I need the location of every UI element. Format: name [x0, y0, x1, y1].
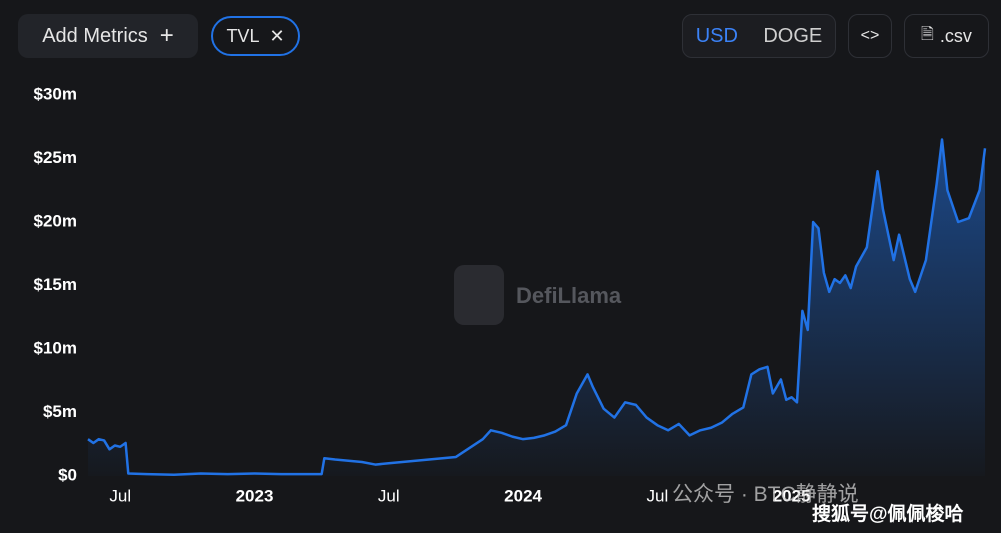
plus-icon: +	[159, 22, 174, 49]
tvl-label: TVL	[226, 25, 260, 46]
y-tick-label: $5m	[43, 402, 77, 421]
x-tick-label: 2024	[504, 486, 542, 505]
y-tick-label: $15m	[34, 275, 77, 294]
embed-button[interactable]: <>	[848, 14, 892, 58]
y-tick-label: $20m	[34, 211, 77, 230]
y-tick-label: $0	[58, 465, 77, 484]
x-tick-label: Jul	[646, 486, 668, 505]
add-metrics-button[interactable]: Add Metrics +	[18, 14, 198, 58]
file-icon: 🗎	[921, 25, 934, 43]
y-tick-label: $25m	[34, 148, 77, 167]
y-tick-label: $10m	[34, 338, 77, 357]
x-tick-label: 2023	[236, 486, 274, 505]
close-icon: ✕	[269, 25, 285, 46]
currency-toggle: USD DOGE	[682, 14, 836, 58]
usd-option[interactable]: USD	[695, 24, 738, 47]
x-tick-label: 2025	[773, 486, 811, 505]
csv-label: .csv	[939, 25, 972, 46]
y-tick-label: $30m	[34, 84, 77, 103]
area	[88, 139, 985, 476]
doge-option[interactable]: DOGE	[763, 24, 823, 47]
csv-button[interactable]: 🗎 .csv	[904, 14, 989, 58]
x-tick-label: Jul	[109, 486, 131, 505]
x-tick-label: Jul	[378, 486, 400, 505]
tvl-pill[interactable]: TVL ✕	[211, 16, 300, 56]
add-metrics-label: Add Metrics	[42, 24, 148, 47]
line	[87, 138, 987, 476]
footer-sohu: 搜狐号@佩佩梭哈	[812, 504, 964, 525]
watermark-logo	[454, 265, 504, 325]
footer-wechat: 公众号 · BTC静静说	[672, 483, 859, 506]
watermark: DefiLlama	[516, 283, 622, 308]
